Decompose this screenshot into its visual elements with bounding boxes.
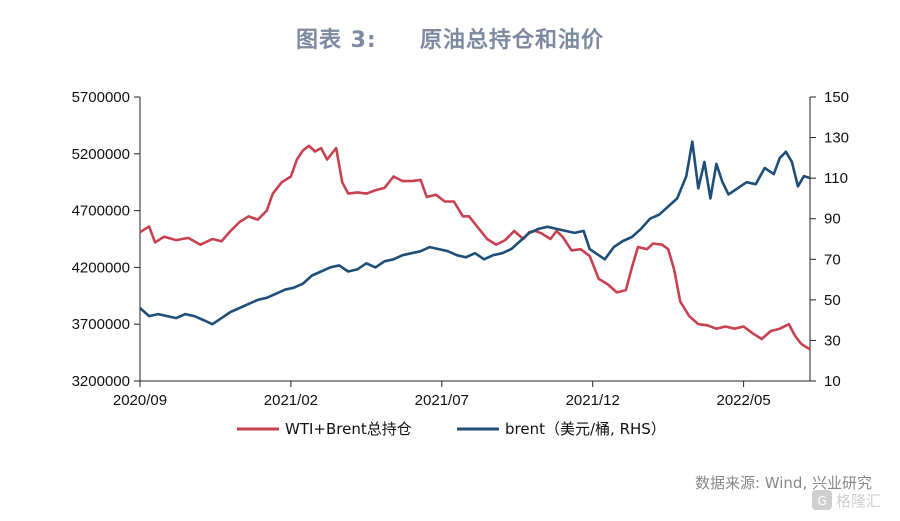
legend: WTI+Brent总持仓 brent（美元/桶, RHS）: [237, 420, 666, 438]
watermark-logo: G 格隆汇: [812, 490, 881, 510]
right-tick-label: 50: [824, 292, 841, 309]
axes: [134, 96, 816, 387]
left-tick-label: 5200000: [72, 146, 130, 163]
left-tick-label: 4700000: [72, 203, 130, 220]
series-line-open-interest: [139, 144, 811, 351]
x-tick-label: 2021/07: [415, 392, 469, 409]
x-tick-label: 2021/02: [264, 392, 318, 409]
x-tick-label: 2020/09: [113, 392, 167, 409]
legend-label: WTI+Brent总持仓: [285, 420, 412, 438]
right-tick-label: 110: [824, 170, 848, 187]
x-tick-label: 2021/12: [566, 392, 620, 409]
right-tick-label: 70: [824, 251, 841, 268]
chart-title: 图表 3: 原油总持仓和油价: [295, 28, 605, 53]
tick-labels: 3200000 3700000 4200000 4700000 5200000 57000…: [72, 89, 849, 409]
left-tick-label: 3200000: [72, 373, 130, 390]
series-line-brent: [139, 140, 811, 326]
left-tick-label: 4200000: [72, 259, 130, 276]
right-tick-label: 90: [824, 211, 841, 228]
source-note: 数据来源: Wind, 兴业研究: [694, 474, 872, 492]
watermark-text: 格隆汇: [836, 492, 881, 510]
right-tick-label: 130: [824, 130, 849, 147]
right-tick-label: 150: [824, 89, 849, 106]
svg-text:G: G: [817, 494, 826, 508]
right-tick-label: 10: [824, 373, 841, 390]
series-lines: [139, 140, 811, 351]
left-tick-label: 3700000: [72, 316, 130, 333]
right-tick-label: 30: [824, 332, 841, 349]
x-tick-label: 2022/05: [716, 392, 770, 409]
legend-label: brent（美元/桶, RHS）: [505, 420, 666, 438]
left-tick-label: 5700000: [72, 89, 130, 106]
